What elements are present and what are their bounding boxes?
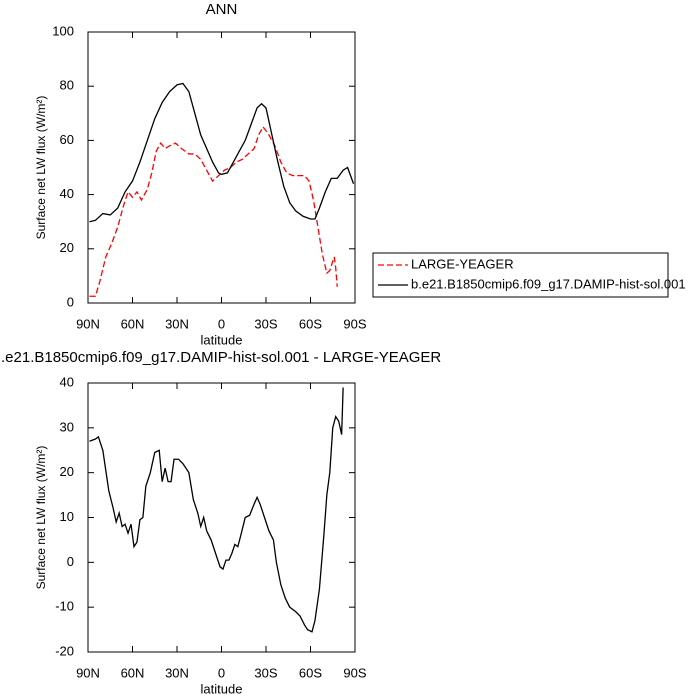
y-tick-label: 10 <box>60 509 74 524</box>
y-tick-label: 30 <box>60 419 74 434</box>
x-tick-label: 60N <box>121 665 145 680</box>
data-line <box>89 387 344 633</box>
legend-label: LARGE-YEAGER <box>411 256 514 271</box>
plot-frame <box>87 382 356 653</box>
data-line <box>89 125 338 297</box>
plot-frame <box>87 31 356 304</box>
legend-label: b.e21.B1850cmip6.f09_g17.DAMIP-hist-sol.… <box>411 276 686 291</box>
x-tick-label: 30S <box>254 665 277 680</box>
x-tick-label: 60S <box>299 316 322 331</box>
y-tick-label: 80 <box>60 78 74 93</box>
legend-box <box>372 252 669 298</box>
y-tick-label: 100 <box>52 23 74 38</box>
y-tick-label: 0 <box>67 294 74 309</box>
chart-title: .e21.B1850cmip6.f09_g17.DAMIP-hist-sol.0… <box>1 349 441 366</box>
y-tick-label: 40 <box>60 186 74 201</box>
chart-title: ANN <box>206 1 238 18</box>
x-tick-label: 0 <box>218 316 225 331</box>
x-tick-label: 0 <box>218 665 225 680</box>
y-tick-label: -10 <box>55 599 74 614</box>
x-tick-label: 90S <box>343 316 366 331</box>
y-tick-label: 20 <box>60 240 74 255</box>
x-tick-label: 90N <box>76 316 100 331</box>
x-tick-label: 90S <box>343 665 366 680</box>
y-tick-label: 20 <box>60 464 74 479</box>
data-line <box>89 82 355 223</box>
y-tick-label: 0 <box>67 554 74 569</box>
x-tick-label: 30S <box>254 316 277 331</box>
y-tick-label: -20 <box>55 643 74 658</box>
x-tick-label: 90N <box>76 665 100 680</box>
x-tick-label: 30N <box>165 316 189 331</box>
x-tick-label: 30N <box>165 665 189 680</box>
x-axis-label: latitude <box>201 681 243 696</box>
x-tick-label: 60S <box>299 665 322 680</box>
y-axis-label: Surface net LW flux (W/m²) <box>34 96 48 240</box>
x-tick-label: 60N <box>121 316 145 331</box>
y-tick-label: 60 <box>60 132 74 147</box>
y-axis-label: Surface net LW flux (W/m²) <box>34 446 48 590</box>
x-axis-label: latitude <box>201 332 243 347</box>
y-tick-label: 40 <box>60 374 74 389</box>
